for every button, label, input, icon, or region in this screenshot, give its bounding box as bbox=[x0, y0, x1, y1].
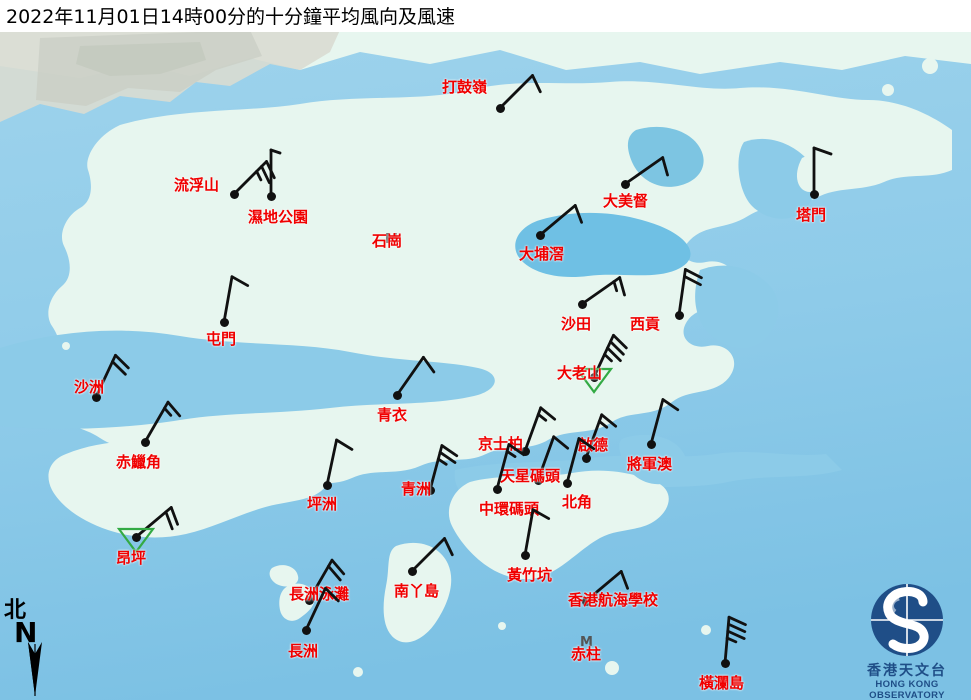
station-name-label: 打鼓嶺 bbox=[442, 78, 488, 96]
station-name-label: 屯門 bbox=[206, 330, 237, 348]
title-bar: 2022年11月01日14時00分的十分鐘平均風向及風速 bbox=[0, 0, 971, 32]
station-name-label: 西貢 bbox=[630, 315, 661, 333]
wind-barb-icon bbox=[523, 508, 551, 557]
wind-barb-icon bbox=[222, 275, 250, 324]
wind-barb-icon bbox=[498, 74, 542, 110]
station-name-label: 青衣 bbox=[377, 406, 408, 424]
wind-barb-icon bbox=[395, 355, 436, 397]
station-marker-dot bbox=[809, 189, 819, 199]
wind-barb-icon bbox=[410, 537, 454, 573]
station-marker-dot bbox=[322, 480, 332, 490]
wind-barb-icon bbox=[580, 276, 626, 306]
station-name-label: 京士柏 bbox=[478, 435, 524, 453]
hko-logo: 香港天文台 HONG KONG OBSERVATORY bbox=[845, 582, 969, 700]
wind-barb-icon bbox=[143, 400, 182, 444]
station-name-label: 青洲 bbox=[401, 480, 432, 498]
station-name-label: 塔門 bbox=[796, 206, 827, 224]
wind-barb-icon bbox=[649, 398, 680, 446]
station-name-label: 南丫島 bbox=[394, 582, 440, 600]
station-marker-dot bbox=[581, 596, 591, 606]
station-marker-dot bbox=[589, 372, 599, 382]
station-marker-dot bbox=[533, 475, 543, 485]
wind-barb-icon bbox=[812, 146, 833, 196]
station-marker-dot bbox=[304, 595, 314, 605]
missing-data-indicator: M bbox=[385, 232, 398, 247]
station-name-label: 橫瀾島 bbox=[699, 674, 745, 692]
station-name-label: 北角 bbox=[562, 493, 593, 511]
wind-barb-icon bbox=[565, 437, 596, 485]
station-name-label: 中環碼頭 bbox=[479, 500, 540, 518]
map-canvas[interactable]: 打鼓嶺 流浮山 濕地公園 M 石崗 大美督 大埔滘 塔門 沙田 西貢 大老山 屯門 沙洲 赤鱲角 青衣 昂坪坪… bbox=[0, 30, 971, 700]
station-marker-dot bbox=[140, 437, 150, 447]
station-name-label: 赤柱 bbox=[571, 645, 602, 663]
station-marker-dot bbox=[535, 230, 545, 240]
wind-barb-icon bbox=[723, 615, 747, 665]
station-name-label: 香港航海學校 bbox=[568, 591, 659, 609]
wind-barb-icon bbox=[495, 443, 526, 491]
strong-wind-warning-icon bbox=[574, 367, 614, 394]
station-name-label: 黃竹坑 bbox=[507, 566, 553, 584]
wind-barb-icon bbox=[623, 156, 669, 186]
wind-barb-icon bbox=[677, 268, 703, 317]
wind-barb-icon bbox=[94, 353, 130, 399]
station-marker-dot bbox=[562, 478, 572, 488]
station-name-label: 將軍澳 bbox=[627, 455, 673, 473]
station-marker-dot bbox=[495, 103, 505, 113]
station-marker-dot bbox=[674, 310, 684, 320]
station-marker-dot bbox=[581, 453, 591, 463]
hko-logo-icon bbox=[871, 584, 943, 656]
station-marker-dot bbox=[520, 550, 530, 560]
wind-barb-icon bbox=[307, 558, 346, 602]
station-marker-dot bbox=[131, 532, 141, 542]
station-name-label: 大埔滘 bbox=[519, 245, 565, 263]
station-marker-dot bbox=[520, 446, 530, 456]
station-marker-dot bbox=[720, 658, 730, 668]
wind-barb-icon bbox=[536, 435, 570, 482]
wind-barb-icon bbox=[428, 444, 459, 492]
station-name-label: 赤鱲角 bbox=[116, 453, 162, 471]
hko-logo-name-cn: 香港天文台 bbox=[867, 663, 947, 679]
station-marker-dot bbox=[266, 191, 276, 201]
station-marker-dot bbox=[577, 299, 587, 309]
station-name-label: 沙洲 bbox=[74, 378, 105, 396]
station-name-label: 天星碼頭 bbox=[500, 467, 561, 485]
station-name-label: 沙田 bbox=[561, 315, 592, 333]
station-marker-dot bbox=[91, 392, 101, 402]
station-name-label: 石崗 bbox=[372, 232, 403, 250]
compass-needle-icon bbox=[28, 642, 42, 696]
wind-barb-icon bbox=[523, 406, 557, 453]
wind-barb-icon bbox=[538, 204, 583, 237]
wind-barb-icon bbox=[269, 148, 282, 198]
station-name-label: 大美督 bbox=[603, 192, 649, 210]
compass-label-cn: 北 bbox=[4, 598, 27, 623]
station-marker-dot bbox=[407, 566, 417, 576]
station-marker-dot bbox=[620, 179, 630, 189]
wind-barb-icon bbox=[584, 413, 618, 460]
compass-rose: 北 N bbox=[2, 592, 68, 697]
station-marker-dot bbox=[425, 485, 435, 495]
station-name-label: 大老山 bbox=[557, 364, 603, 382]
station-marker-dot bbox=[492, 484, 502, 494]
station-name-label: 流浮山 bbox=[174, 176, 220, 194]
wind-barb-icon bbox=[134, 506, 179, 539]
missing-data-indicator: M bbox=[580, 635, 593, 650]
station-name-label: 坪洲 bbox=[307, 495, 338, 513]
station-name-label: 昂坪 bbox=[116, 549, 147, 567]
strong-wind-warning-icon bbox=[116, 527, 156, 554]
station-marker-dot bbox=[392, 390, 402, 400]
station-name-label: 長洲 bbox=[288, 642, 319, 660]
hko-logo-name-en: HONG KONG OBSERVATORY bbox=[869, 679, 945, 700]
compass-label-en: N bbox=[14, 616, 38, 649]
station-name-label: 啟德 bbox=[578, 436, 609, 454]
station-marker-dot bbox=[219, 317, 229, 327]
station-marker-dot bbox=[229, 189, 239, 199]
station-marker-dot bbox=[301, 625, 311, 635]
wind-barb-icon bbox=[325, 438, 354, 487]
station-name-label: 濕地公園 bbox=[248, 208, 309, 226]
page-title: 2022年11月01日14時00分的十分鐘平均風向及風速 bbox=[6, 6, 456, 28]
wind-barb-icon bbox=[304, 586, 340, 632]
wind-barb-icon bbox=[584, 570, 629, 603]
station-marker-dot bbox=[646, 439, 656, 449]
